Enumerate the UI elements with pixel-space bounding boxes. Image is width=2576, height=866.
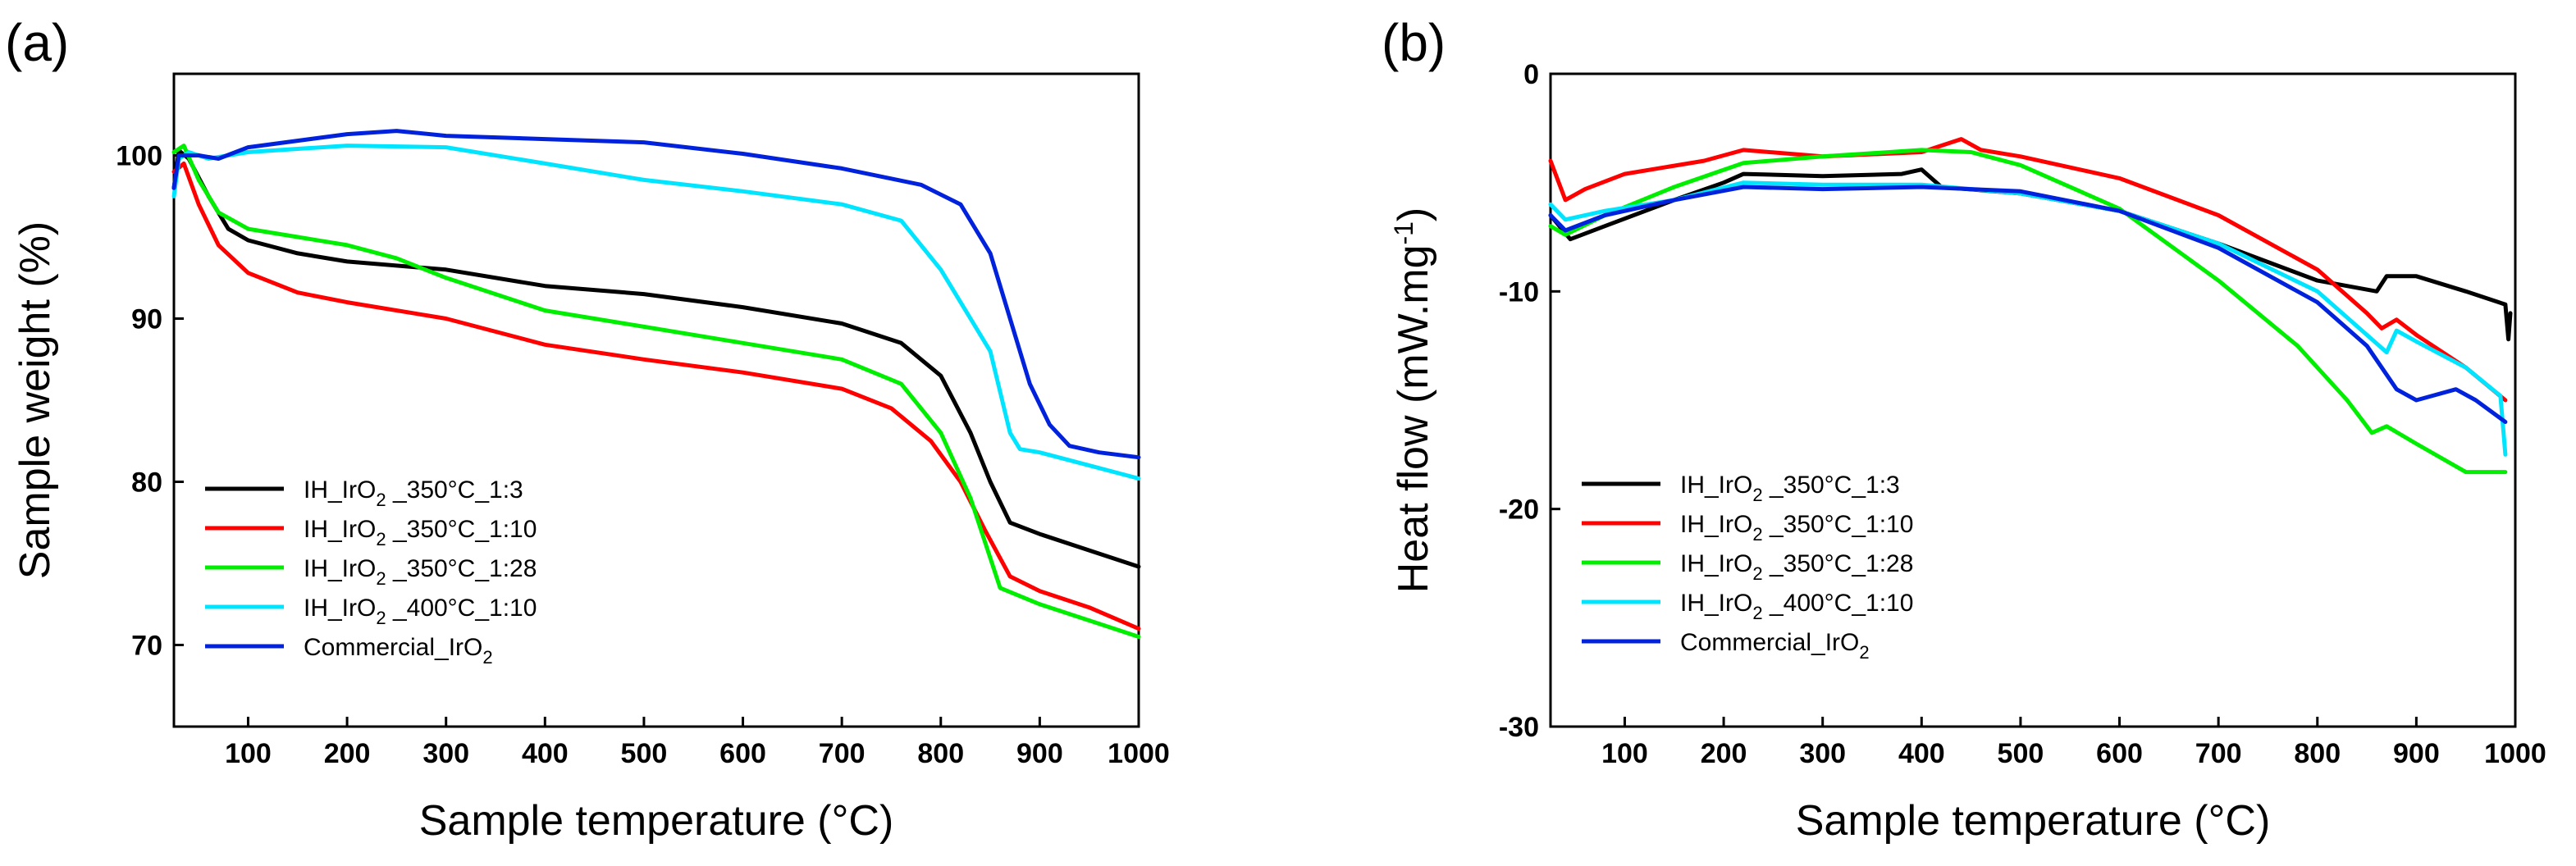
x-tick-label: 600 — [719, 738, 766, 769]
y-tick-label: -20 — [1499, 495, 1539, 526]
panel-a-weight-chart: (a) 100 200 300 400 500 600 700 800 900 1000 70 80… — [5, 13, 1170, 845]
series-line-3 — [1548, 180, 2508, 457]
x-tick-label: 800 — [2294, 738, 2341, 769]
panel-b-y-ticks: 0 -10 -20 -30 — [1499, 59, 1560, 743]
x-tick-label: 700 — [819, 738, 866, 769]
x-tick-label: 1000 — [2484, 738, 2546, 769]
series-line-2 — [1548, 148, 2508, 475]
x-tick-label: 700 — [2195, 738, 2242, 769]
series-line-1 — [1548, 137, 2508, 403]
y-tick-label: 100 — [116, 141, 162, 172]
series-line-2 — [171, 144, 1141, 639]
legend-label: IH_IrO2 _350°C_1:28 — [1680, 550, 1913, 584]
legend-label: IH_IrO2 _350°C_1:3 — [304, 476, 523, 510]
x-tick-label: 100 — [225, 738, 272, 769]
panel-a-x-ticks: 100 200 300 400 500 600 700 800 900 1000 — [225, 717, 1170, 769]
x-tick-label: 500 — [621, 738, 668, 769]
panel-b-plot-frame — [1549, 72, 2517, 728]
panel-a-legend: IH_IrO2 _350°C_1:3 IH_IrO2 _350°C_1:10 IH_… — [205, 476, 537, 668]
legend-label: IH_IrO2 _350°C_1:3 — [1680, 472, 1900, 505]
legend-label: Commercial_IrO2 — [1680, 629, 1870, 663]
legend-label: IH_IrO2 _350°C_1:28 — [304, 555, 537, 589]
legend-label: IH_IrO2 _400°C_1:10 — [304, 595, 537, 628]
panel-a-label: (a) — [5, 13, 69, 72]
x-tick-label: 300 — [422, 738, 469, 769]
panel-b-x-unit: (°C) — [2194, 797, 2270, 845]
x-tick-label: 300 — [1799, 738, 1846, 769]
panel-b-y-axis-exponent: -1 — [1389, 221, 1418, 244]
x-tick-label: 900 — [2393, 738, 2440, 769]
x-tick-label: 1000 — [1108, 738, 1170, 769]
panel-b-heatflow-chart: (b) 100 200 300 400 500 600 700 800 900 1000 0-10… — [1382, 13, 2546, 845]
panel-b-label: (b) — [1382, 13, 1446, 72]
y-tick-label: 80 — [131, 467, 162, 499]
panel-b-y-axis-title: Heat flow (mW.mg-1) — [1389, 207, 1437, 594]
panel-a-plot-frame — [172, 72, 1140, 728]
x-tick-label: 900 — [1016, 738, 1063, 769]
legend-label: IH_IrO2 _350°C_1:10 — [1680, 511, 1913, 545]
panel-a-x-axis-title: Sample temperature (°C) — [419, 797, 894, 845]
panel-b-x-axis-title: Sample temperature (°C) — [1796, 797, 2271, 845]
panel-a-x-unit: (°C) — [817, 797, 893, 845]
x-tick-label: 400 — [522, 738, 569, 769]
series-line-3 — [171, 144, 1141, 481]
legend-label: IH_IrO2 _350°C_1:10 — [304, 516, 537, 549]
x-tick-label: 400 — [1898, 738, 1945, 769]
panel-b-legend: IH_IrO2 _350°C_1:3 IH_IrO2 _350°C_1:10 IH_… — [1582, 472, 1913, 663]
series-line-4 — [1548, 185, 2508, 424]
x-tick-label: 200 — [324, 738, 371, 769]
x-tick-label: 100 — [1601, 738, 1648, 769]
y-tick-label: 90 — [131, 304, 162, 335]
x-tick-label: 600 — [2096, 738, 2143, 769]
panel-a-series — [171, 129, 1141, 639]
panel-b-series — [1548, 137, 2513, 475]
x-tick-label: 800 — [917, 738, 964, 769]
y-tick-label: -10 — [1499, 276, 1539, 308]
y-tick-label: 70 — [131, 631, 162, 662]
series-line-4 — [171, 129, 1141, 460]
panel-b-x-ticks: 100 200 300 400 500 600 700 800 900 1000 — [1601, 717, 2546, 769]
y-tick-label: 0 — [1523, 59, 1539, 90]
x-tick-label: 500 — [1998, 738, 2044, 769]
legend-label: IH_IrO2 _400°C_1:10 — [1680, 590, 1913, 623]
legend-label: Commercial_IrO2 — [304, 634, 493, 668]
panel-a-y-axis-title: Sample weight (%) — [11, 221, 59, 579]
x-tick-label: 200 — [1701, 738, 1747, 769]
series-line-1 — [171, 161, 1141, 631]
y-tick-label: -30 — [1499, 712, 1539, 743]
